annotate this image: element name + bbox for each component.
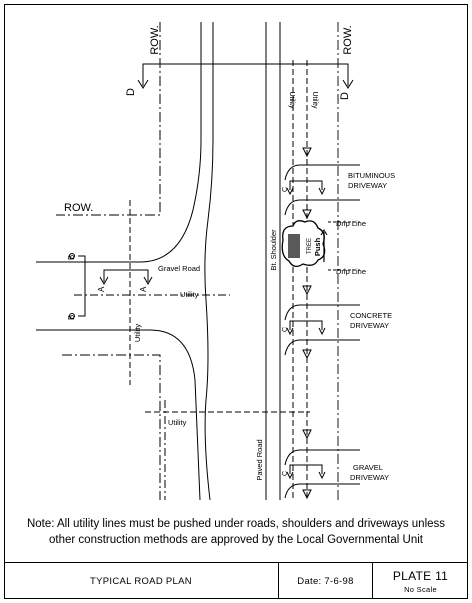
bituminous-label-1: BITUMINOUS — [348, 171, 395, 180]
row-label-left: ROW. — [64, 202, 93, 214]
tree-symbol — [281, 220, 328, 268]
utility-label-low: Utility — [168, 418, 187, 427]
concrete-label-1: CONCRETE — [350, 311, 392, 320]
bituminous-label-2: DRIVEWAY — [348, 181, 387, 190]
section-label-c-2: C — [282, 327, 289, 332]
scale-text: No Scale — [404, 584, 437, 594]
utility-note: Note: All utility lines must be pushed u… — [20, 516, 452, 548]
plate-number: PLATE 11 — [392, 568, 449, 583]
section-line-c-2 — [289, 320, 323, 330]
section-label-c-1: C — [282, 187, 289, 192]
section-label-a-right: A — [139, 286, 148, 292]
title-cell: TYPICAL ROAD PLAN — [4, 562, 278, 599]
bt-shoulder-label: Bt. Shoulder — [269, 229, 278, 271]
utility-label-mid: Utility — [180, 290, 199, 299]
row-label-top-left: ROW. — [149, 25, 161, 54]
concrete-driveway-edge — [284, 304, 360, 321]
plate-cell: PLATE 11 No Scale — [372, 562, 468, 599]
section-line-a — [103, 269, 149, 282]
section-label-b-bottom: B — [67, 315, 76, 320]
row-label-top-right: ROW. — [342, 25, 354, 54]
paved-road-label: Paved Road — [255, 439, 264, 480]
gravel-road-edge-right — [204, 22, 214, 501]
gravel-road-label: Gravel Road — [158, 264, 200, 273]
section-label-d-left: D — [125, 88, 137, 96]
gravel-dw-label-2: DRIVEWAY — [350, 473, 389, 482]
row-line-upper-left — [56, 22, 161, 216]
utility-label-top-2: Utility — [311, 91, 318, 109]
utility-label-left: Utility — [133, 324, 142, 343]
push-label: Push — [313, 237, 322, 256]
tree-label: TREE — [307, 238, 313, 254]
gravel-road-edge-left-lower — [36, 329, 201, 501]
section-line-d — [142, 63, 349, 86]
note-line-1: Note: All utility lines must be pushed u… — [26, 518, 446, 530]
note-line-2: other construction methods are approved … — [49, 534, 423, 546]
section-line-b — [78, 255, 86, 317]
drawing-date: Date: 7-6-98 — [297, 575, 354, 587]
drawing-title: TYPICAL ROAD PLAN — [90, 575, 192, 587]
section-label-c-3: C — [282, 471, 289, 476]
utility-label-top-1: Utility — [288, 91, 295, 109]
section-line-c-1 — [289, 180, 323, 190]
section-label-d-right: D — [339, 92, 351, 100]
date-cell: Date: 7-6-98 — [278, 562, 372, 599]
gravel-dw-label-1: GRAVEL — [353, 463, 383, 472]
section-label-b-top: B — [67, 255, 76, 260]
gravel-road-edge-left — [36, 22, 202, 263]
gravel-driveway-edge — [284, 449, 360, 466]
drip-line-label-lower: Drip Line — [336, 267, 366, 276]
sheet-border — [4, 4, 468, 599]
bituminous-driveway-edge — [284, 164, 360, 181]
row-line-lower-left — [62, 354, 161, 500]
section-line-c-3 — [289, 464, 323, 474]
concrete-label-2: DRIVEWAY — [350, 321, 389, 330]
drip-line-label-upper: Drip Line — [336, 219, 366, 228]
section-label-a-left: A — [97, 286, 106, 292]
